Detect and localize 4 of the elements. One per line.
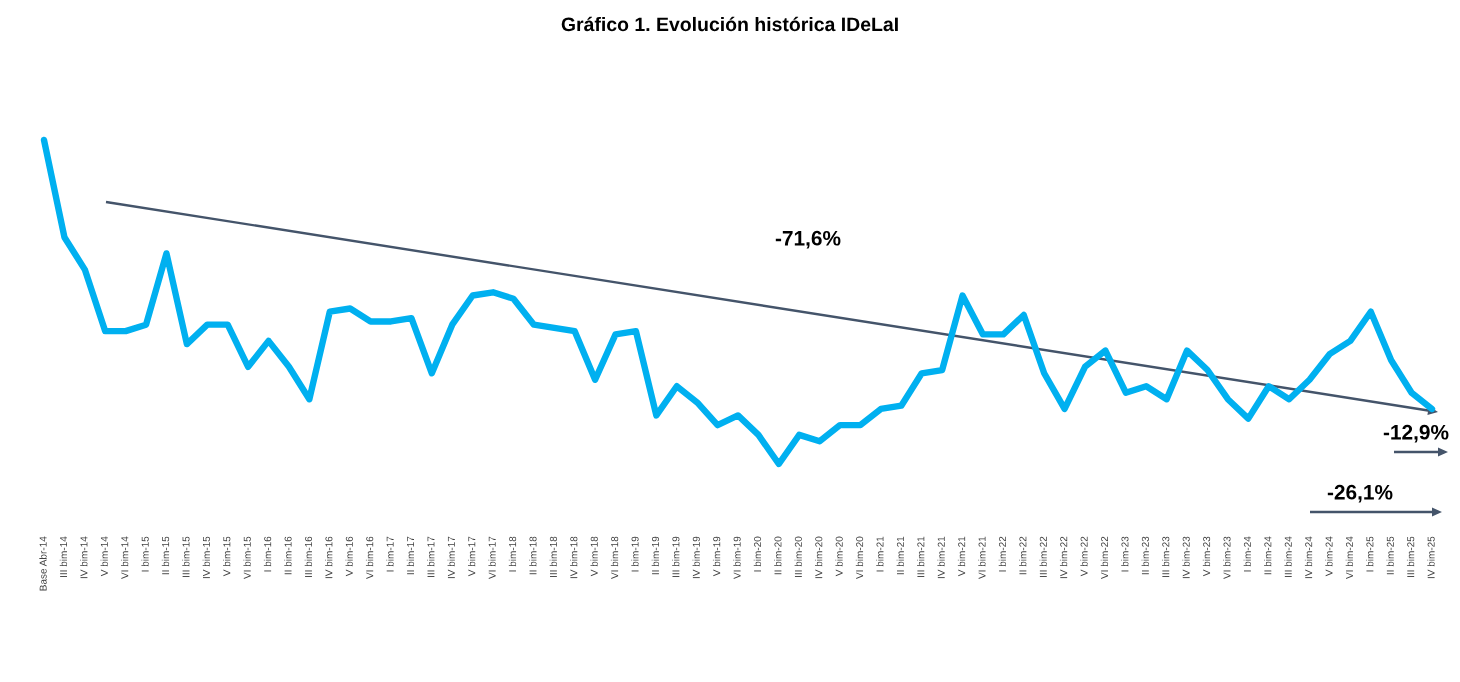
- annotation: -71,6%: [775, 230, 841, 249]
- annotation: -12,9%: [1383, 424, 1449, 443]
- chart-title: Gráfico 1. Evolución histórica IDeLaI: [561, 16, 898, 32]
- text: -26,1%: [1327, 484, 1393, 503]
